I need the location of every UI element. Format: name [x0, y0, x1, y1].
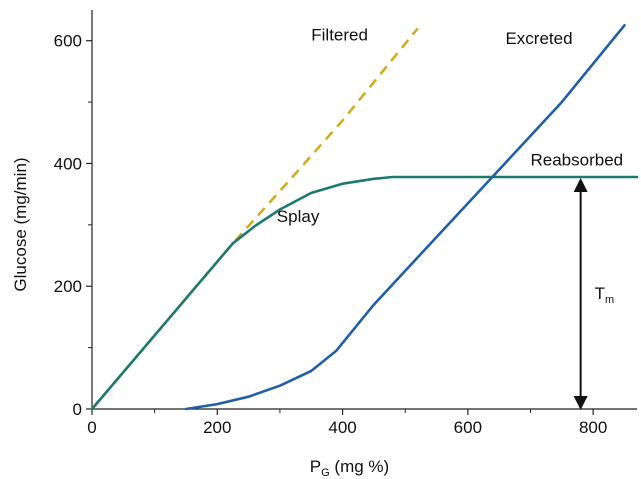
- series-line-reabsorbed: [90, 175, 639, 411]
- ticks: 0 200 400 600 800 0 200 400 600: [54, 32, 608, 437]
- x-tick-label: 0: [87, 418, 96, 437]
- y-tick-label: 400: [54, 154, 82, 173]
- x-axis-title-sub: G: [321, 467, 330, 479]
- x-axis-title-rest: (mg %): [330, 457, 390, 476]
- x-tick-label: 600: [454, 418, 482, 437]
- tm-label: Tm: [595, 284, 615, 306]
- y-tick-label: 200: [54, 277, 82, 296]
- tm-marker: Tm: [573, 177, 615, 410]
- series-line-excreted: [184, 23, 626, 411]
- annotation-filtered: Filtered: [311, 26, 368, 45]
- x-tick-label: 800: [579, 418, 607, 437]
- annotation-excreted: Excreted: [505, 29, 572, 48]
- x-tick-label: 200: [203, 418, 231, 437]
- annotation-splay: Splay: [277, 207, 320, 226]
- series-layer: [90, 23, 639, 411]
- annotation-reabsorbed: Reabsorbed: [531, 150, 624, 169]
- y-axis-title: Glucose (mg/min): [11, 157, 30, 291]
- x-tick-label: 400: [328, 418, 356, 437]
- x-axis-title: PG (mg %): [310, 457, 389, 479]
- x-axis-title-main: P: [310, 457, 321, 476]
- annotations: Filtered Excreted Reabsorbed Splay: [277, 26, 623, 226]
- y-tick-label: 600: [54, 32, 82, 51]
- tm-label-main: T: [595, 284, 605, 303]
- axes: [91, 10, 637, 410]
- y-tick-label: 0: [73, 400, 82, 419]
- tm-label-sub: m: [605, 294, 614, 306]
